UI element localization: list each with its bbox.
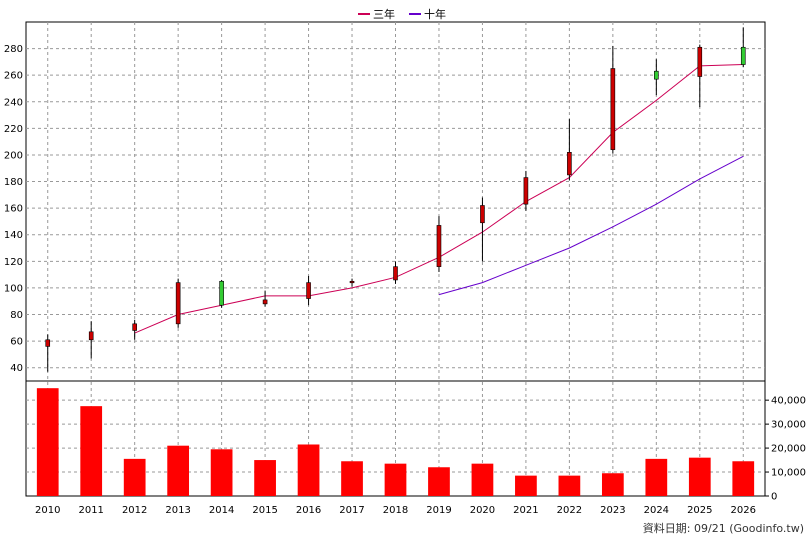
candle-body xyxy=(654,70,659,80)
candle-body xyxy=(697,46,703,77)
price-tick-label: 260 xyxy=(4,71,23,82)
volume-bar xyxy=(80,406,103,496)
candle-body xyxy=(45,339,51,347)
legend-swatch-ten-year xyxy=(409,13,421,15)
candle-body xyxy=(567,152,572,176)
candle-body xyxy=(132,323,137,331)
volume-tick-label: 0 xyxy=(771,492,777,503)
volume-bar xyxy=(515,475,537,496)
volume-tick-label: 30,000 xyxy=(771,420,806,431)
candle-body xyxy=(740,46,746,65)
volume-tick-label: 40,000 xyxy=(771,396,806,407)
x-tick-label: 2024 xyxy=(644,505,669,516)
price-tick-label: 220 xyxy=(4,124,23,135)
volume-bar xyxy=(210,449,233,496)
x-tick-label: 2020 xyxy=(470,505,495,516)
x-tick-label: 2026 xyxy=(731,505,756,516)
volume-bar xyxy=(254,460,276,496)
candle-body xyxy=(393,266,398,281)
price-tick-label: 40 xyxy=(10,363,23,374)
candle-body xyxy=(88,331,94,341)
candle-body xyxy=(523,177,529,205)
volume-bar xyxy=(341,461,363,496)
candle-body xyxy=(480,205,485,224)
chart-legend: 三年 十年 xyxy=(358,6,446,22)
x-tick-label: 2016 xyxy=(296,505,321,516)
x-tick-label: 2011 xyxy=(78,505,103,516)
x-tick-label: 2023 xyxy=(600,505,625,516)
volume-tick-label: 10,000 xyxy=(771,468,806,479)
candle-body xyxy=(349,280,355,284)
price-tick-label: 60 xyxy=(10,337,23,348)
volume-bar xyxy=(645,458,668,496)
volume-bar xyxy=(428,467,450,496)
x-tick-label: 2013 xyxy=(165,505,190,516)
price-tick-label: 160 xyxy=(4,204,23,215)
candle-body xyxy=(262,299,268,305)
x-tick-label: 2017 xyxy=(339,505,364,516)
volume-bar xyxy=(732,461,755,496)
volume-bar xyxy=(123,458,146,496)
volume-bar xyxy=(558,475,581,496)
price-tick-label: 280 xyxy=(4,44,23,55)
price-tick-label: 140 xyxy=(4,230,23,241)
candle-body xyxy=(306,282,311,299)
price-tick-label: 200 xyxy=(4,150,23,161)
volume-bar xyxy=(471,463,494,496)
x-tick-label: 2010 xyxy=(35,505,60,516)
candle-body xyxy=(436,225,442,267)
legend-item-three-year: 三年 xyxy=(358,6,395,22)
legend-item-ten-year: 十年 xyxy=(409,6,446,22)
x-tick-label: 2025 xyxy=(687,505,712,516)
legend-label-ten-year: 十年 xyxy=(424,8,446,21)
source-note: 資料日期: 09/21 (Goodinfo.tw) xyxy=(642,522,804,535)
volume-bar xyxy=(167,445,190,496)
candle-body xyxy=(175,282,181,325)
price-tick-label: 80 xyxy=(10,310,23,321)
volume-tick-label: 20,000 xyxy=(771,444,806,455)
legend-swatch-three-year xyxy=(358,13,370,15)
volume-bar xyxy=(297,444,320,496)
price-tick-label: 100 xyxy=(4,283,23,294)
x-tick-label: 2018 xyxy=(383,505,408,516)
volume-bar xyxy=(384,463,407,496)
volume-bar xyxy=(688,457,711,496)
x-tick-label: 2021 xyxy=(513,505,538,516)
candle-body xyxy=(219,280,224,306)
volume-bar xyxy=(36,388,59,496)
legend-label-three-year: 三年 xyxy=(373,8,395,21)
price-tick-label: 240 xyxy=(4,97,23,108)
candle-body xyxy=(610,68,616,150)
price-tick-label: 120 xyxy=(4,257,23,268)
x-tick-label: 2019 xyxy=(426,505,451,516)
x-tick-label: 2012 xyxy=(122,505,147,516)
volume-bar xyxy=(601,473,624,496)
line-series-ten-year xyxy=(438,155,744,296)
x-tick-label: 2014 xyxy=(209,505,234,516)
x-tick-label: 2022 xyxy=(557,505,582,516)
price-tick-label: 180 xyxy=(4,177,23,188)
x-tick-label: 2015 xyxy=(252,505,277,516)
